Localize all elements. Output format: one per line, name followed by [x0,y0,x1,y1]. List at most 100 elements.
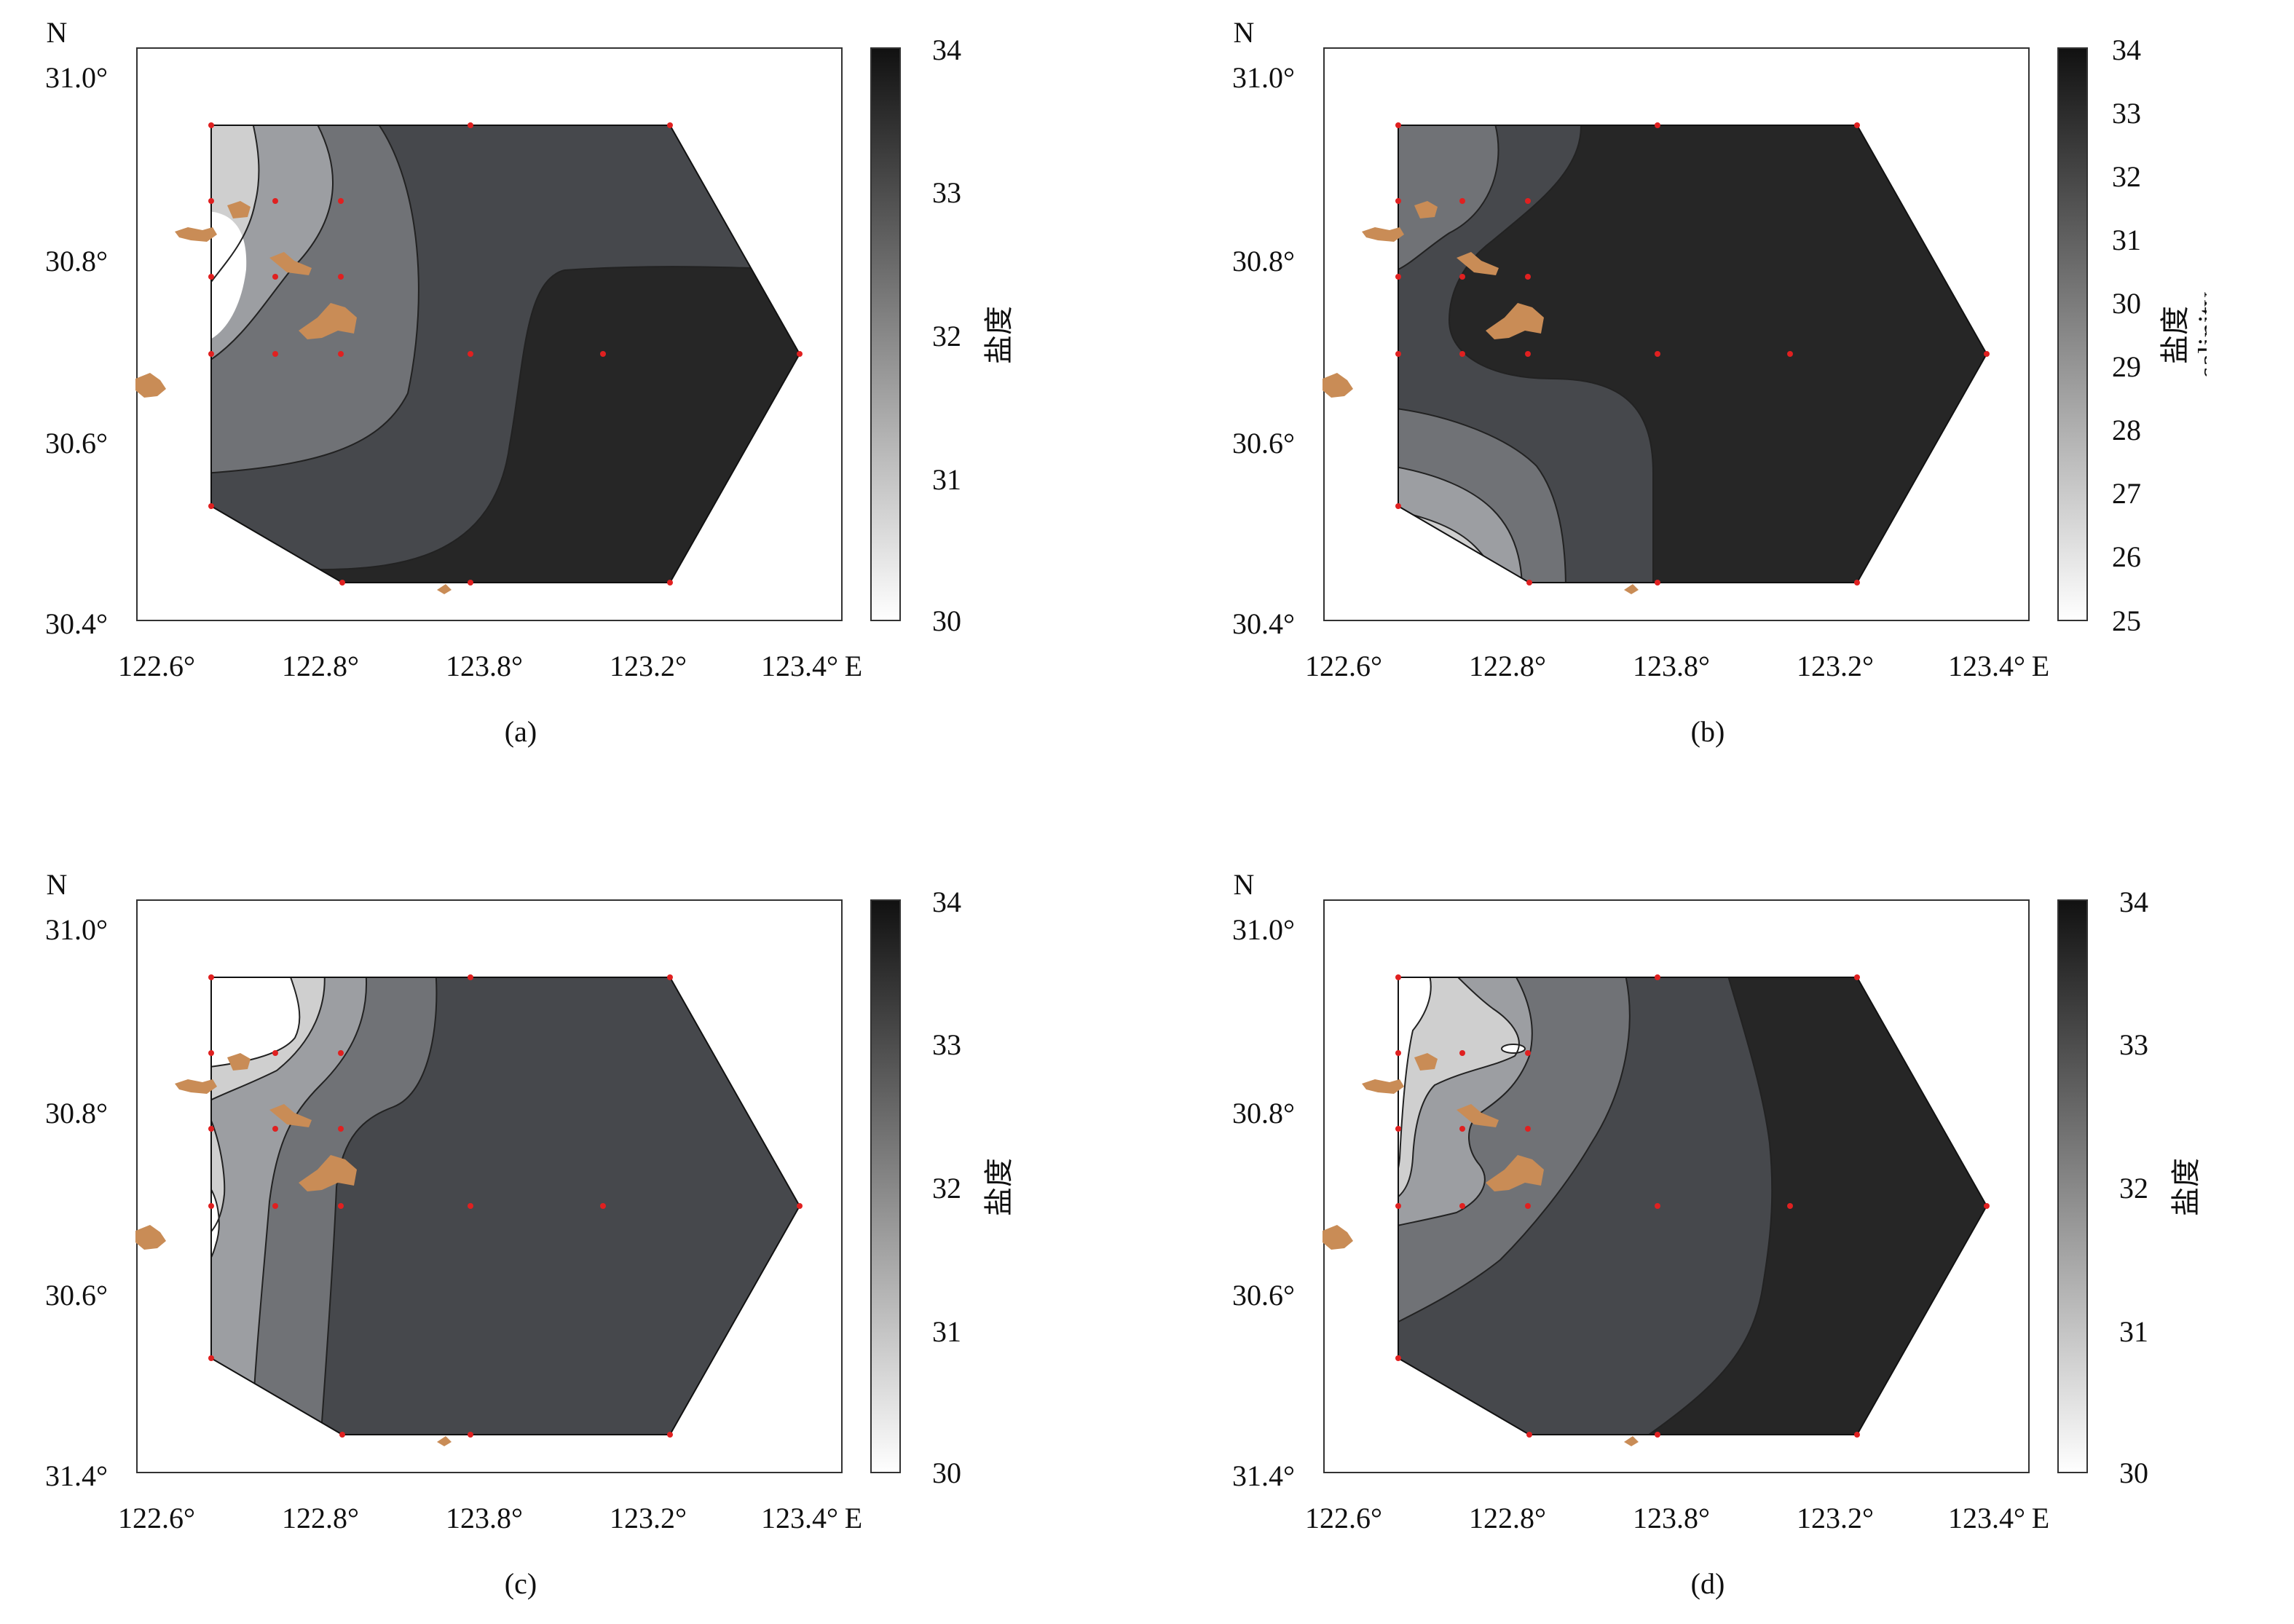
colorbar-tick-label: 27 [2112,477,2141,510]
colorbar: 34 33 32 31 30 盐度 salinity [870,33,1020,637]
x-tick-label: 122.6° [1305,650,1382,682]
island [1362,227,1404,242]
land-islands [135,201,452,594]
island [135,1225,166,1250]
panel-c: N 31.0° 30.8° 30.6° 31 [45,868,1020,1600]
colorbar-label-cn: 盐度 [2169,1158,2202,1216]
island [1486,1155,1544,1191]
y-tick-label: 30.8° [1232,1097,1295,1130]
colorbar-label-cn: 盐度 [982,1158,1015,1216]
x-tick-label: 122.8° [282,650,359,682]
land-islands [1323,201,1639,594]
x-tick-label: 122.6° [118,1502,195,1534]
colorbar-tick-label: 34 [2112,33,2141,66]
y-axis: 31.0° 30.8° 30.6° 31.4° [45,913,108,1492]
x-tick-label: 123.8° [1633,1502,1710,1534]
colorbar-tick-label: 30 [932,604,961,637]
x-tick-label: 123.2° [1797,650,1874,682]
colorbar-tick-label: 32 [2112,160,2141,193]
colorbar: 34 33 32 31 30 盐度 salinity [2057,886,2207,1489]
panel-label: (b) [1691,715,1725,748]
stations [208,122,803,586]
island [175,1079,217,1094]
island [437,584,452,594]
island [227,201,251,218]
north-label: N [47,868,68,901]
east-label: E [2032,1502,2049,1534]
island [299,1155,357,1191]
colorbar: 34 33 32 31 30 盐度 salinity [870,886,1020,1489]
y-tick-label: 30.6° [1232,1279,1295,1312]
colorbar-tick-label: 31 [2112,224,2141,256]
y-tick-label: 30.4° [45,607,108,640]
panel-label: (c) [505,1567,537,1600]
panel-a: N 31.0° 30.8° 30.6° 30.4° [45,16,1020,748]
island [269,252,312,275]
island [1624,584,1639,594]
x-tick-label: 123.4° [1948,650,2025,682]
colorbar-tick-label: 31 [2119,1315,2148,1348]
contour-fill [1398,977,1987,1435]
east-label: E [845,1502,862,1534]
panel-b: N 31.0° 30.8° 30.6° 30 [1232,16,2207,748]
y-tick-label: 30.8° [45,1097,108,1130]
y-tick-label: 30.4° [1232,607,1295,640]
y-axis: 31.0° 30.8° 30.6° 30.4° [45,61,108,640]
colorbar-tick-label: 33 [932,176,961,209]
island [1414,201,1438,218]
colorbar-tick-label: 30 [2119,1457,2148,1489]
colorbar-tick-label: 32 [932,1172,961,1205]
island [1457,1104,1499,1127]
colorbar-tick-label: 33 [932,1028,961,1061]
stations [1395,974,1990,1438]
island [1624,1436,1639,1446]
y-tick-label: 30.6° [45,1279,108,1312]
island [1323,1225,1353,1250]
island [227,1053,251,1071]
x-tick-label: 123.4° [761,1502,838,1534]
x-tick-label: 122.8° [1469,650,1546,682]
colorbar-tick-label: 33 [2112,97,2141,130]
y-tick-label: 30.6° [45,427,108,460]
island [175,227,217,242]
x-axis: 122.6° 122.8° 123.8° 123.2° 123.4° E [1305,650,2049,682]
y-tick-label: 31.4° [45,1459,108,1492]
north-label: N [1234,16,1255,49]
x-tick-label: 123.8° [446,650,523,682]
island [1457,252,1499,275]
contour-fill [211,977,800,1435]
north-label: N [1234,868,1255,901]
y-tick-label: 31.4° [1232,1459,1295,1492]
colorbar: 34 33 32 31 30 29 28 27 26 25 盐度 salinit… [2057,33,2207,637]
land-islands [135,1053,452,1446]
colorbar-tick-label: 31 [932,1315,961,1348]
x-tick-label: 122.8° [1469,1502,1546,1534]
x-axis: 122.6° 122.8° 123.8° 123.2° 123.4° E [1305,1502,2049,1534]
x-tick-label: 123.4° [761,650,838,682]
y-tick-label: 31.0° [1232,913,1295,946]
stations [1395,122,1990,586]
x-tick-label: 123.2° [1797,1502,1874,1534]
colorbar-tick-label: 32 [2119,1172,2148,1205]
colorbar-label-cn: 盐度 [982,306,1015,364]
colorbar-tick-label: 33 [2119,1028,2148,1061]
panel-label: (d) [1691,1567,1725,1600]
colorbar-label-en: salinity [1016,292,1020,378]
stations [208,974,803,1438]
y-tick-label: 31.0° [45,61,108,94]
x-tick-label: 123.2° [610,1502,687,1534]
contour-fill [211,125,800,583]
x-axis: 122.6° 122.8° 123.8° 123.2° 123.4° E [118,1502,862,1534]
x-tick-label: 123.8° [1633,650,1710,682]
y-tick-label: 30.8° [1232,245,1295,277]
colorbar-label-en: salinity [1016,1144,1020,1230]
colorbar-tick-label: 31 [932,463,961,496]
x-tick-label: 122.6° [118,650,195,682]
colorbar-tick-label: 30 [2112,287,2141,320]
panel-label: (a) [505,715,537,748]
colorbar-tick-label: 26 [2112,540,2141,573]
y-tick-label: 31.0° [45,913,108,946]
y-axis: 31.0° 30.8° 30.6° 30.4° [1232,61,1295,640]
colorbar-tick-label: 28 [2112,414,2141,446]
colorbar-label-cn: 盐度 [2159,306,2191,364]
